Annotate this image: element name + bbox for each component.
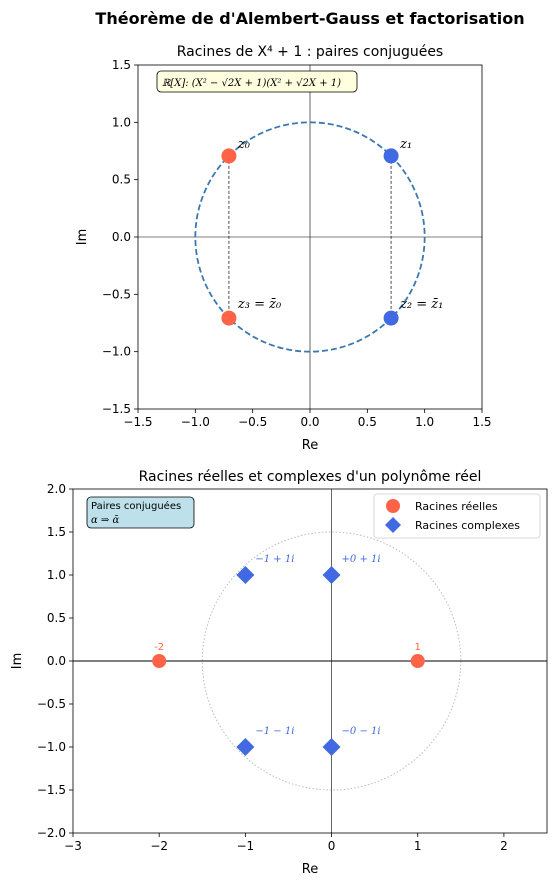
bottom-xtick-label: 2 xyxy=(500,839,508,853)
complex-root-point xyxy=(322,738,341,756)
legend-complex-marker xyxy=(385,517,401,533)
bottom-legend: Racines réelles Racines complexes xyxy=(373,493,541,539)
top-ytick-label: 0.5 xyxy=(112,173,131,187)
top-title: Racines de X⁴ + 1 : paires conjuguées xyxy=(177,44,443,60)
bottom-panel: Racines réelles et complexes d'un polynô… xyxy=(10,469,548,877)
bottom-y-ticks: −2.0 −1.5 −1.0 −0.5 0.0 0.5 1.0 1.5 2.0 xyxy=(37,482,73,840)
bottom-ytick-label: 0.5 xyxy=(47,611,66,625)
root-label: z₃ = z̄₀ xyxy=(237,297,282,312)
bottom-xtick-label: 0 xyxy=(328,839,336,853)
complex-root-label: −0 − 1i xyxy=(342,726,381,737)
legend-real-marker xyxy=(386,499,400,513)
legend-complex-label: Racines complexes xyxy=(415,519,520,532)
top-ytick-label: 1.5 xyxy=(112,58,131,72)
top-ytick-label: −0.5 xyxy=(102,287,131,301)
bottom-ylabel: Im xyxy=(10,653,25,670)
top-xtick-label: 0.0 xyxy=(300,415,319,429)
root-point xyxy=(383,310,399,326)
top-ylabel: Im xyxy=(75,229,90,246)
top-x-ticks: −1.5 −1.0 −0.5 0.0 0.5 1.0 1.5 xyxy=(123,409,492,429)
top-ytick-label: 1.0 xyxy=(112,115,131,129)
top-xtick-label: −1.0 xyxy=(181,415,210,429)
top-xtick-label: −0.5 xyxy=(238,415,267,429)
complex-root-point xyxy=(322,566,341,584)
figure-suptitle: Théorème de d'Alembert-Gauss et factoris… xyxy=(95,9,524,28)
bottom-ytick-label: 2.0 xyxy=(47,482,66,496)
bottom-title: Racines réelles et complexes d'un polynô… xyxy=(139,469,482,485)
real-root-point xyxy=(152,654,167,668)
top-xlabel: Re xyxy=(302,438,318,453)
bottom-xlabel: Re xyxy=(302,862,318,877)
top-annotation-box: ℝ[X]: (X² − √2X + 1)(X² + √2X + 1) xyxy=(156,70,358,93)
bottom-info-box: Paires conjuguées α ⇒ ᾱ xyxy=(86,496,195,529)
bottom-ytick-label: −1.0 xyxy=(37,740,66,754)
top-panel: Racines de X⁴ + 1 : paires conjuguées z₀… xyxy=(75,44,492,453)
root-label: z₁ xyxy=(399,137,412,152)
top-plot-content: z₀ z₁ z₂ = z̄₁ z₃ = z̄₀ xyxy=(138,65,482,409)
bottom-info-line-2: α ⇒ ᾱ xyxy=(91,515,119,526)
top-annotation-text: ℝ[X]: (X² − √2X + 1)(X² + √2X + 1) xyxy=(162,78,341,89)
bottom-xtick-label: −1 xyxy=(237,839,255,853)
bottom-xtick-label: −3 xyxy=(64,839,82,853)
real-root-label: 1 xyxy=(415,642,421,653)
real-root-label: -2 xyxy=(154,642,164,653)
top-ytick-label: 0.0 xyxy=(112,230,131,244)
bottom-ytick-label: 1.5 xyxy=(47,525,66,539)
bottom-ytick-label: −1.5 xyxy=(37,783,66,797)
complex-root-point xyxy=(236,738,255,756)
root-point xyxy=(221,310,237,326)
top-ytick-label: −1.5 xyxy=(102,402,131,416)
root-point xyxy=(383,148,399,164)
complex-root-label: −1 + 1i xyxy=(255,554,294,565)
complex-root-label: −1 − 1i xyxy=(255,726,294,737)
root-label: z₂ = z̄₁ xyxy=(399,297,443,312)
bottom-xtick-label: 1 xyxy=(414,839,422,853)
bottom-plot-content: -2 1 −1 + 1i +0 + 1i −1 − 1i −0 − 1i xyxy=(73,489,547,833)
bottom-x-ticks: −3 −2 −1 0 1 2 xyxy=(64,833,508,853)
top-xtick-label: 1.0 xyxy=(415,415,434,429)
complex-root-point xyxy=(236,566,255,584)
bottom-ytick-label: 0.0 xyxy=(47,654,66,668)
top-ytick-label: −1.0 xyxy=(102,345,131,359)
bottom-info-line-1: Paires conjuguées xyxy=(91,500,181,512)
bottom-xtick-label: −2 xyxy=(150,839,168,853)
top-xtick-label: 1.5 xyxy=(472,415,491,429)
real-root-point xyxy=(410,654,425,668)
top-y-ticks: −1.5 −1.0 −0.5 0.0 0.5 1.0 1.5 xyxy=(102,58,138,416)
bottom-ytick-label: 1.0 xyxy=(47,568,66,582)
complex-root-label: +0 + 1i xyxy=(342,554,381,565)
bottom-ytick-label: −2.0 xyxy=(37,826,66,840)
bottom-ytick-label: −0.5 xyxy=(37,697,66,711)
legend-real-label: Racines réelles xyxy=(415,500,498,513)
top-xtick-label: −1.5 xyxy=(123,415,152,429)
top-xtick-label: 0.5 xyxy=(358,415,377,429)
root-label: z₀ xyxy=(237,137,251,152)
root-point xyxy=(221,148,237,164)
